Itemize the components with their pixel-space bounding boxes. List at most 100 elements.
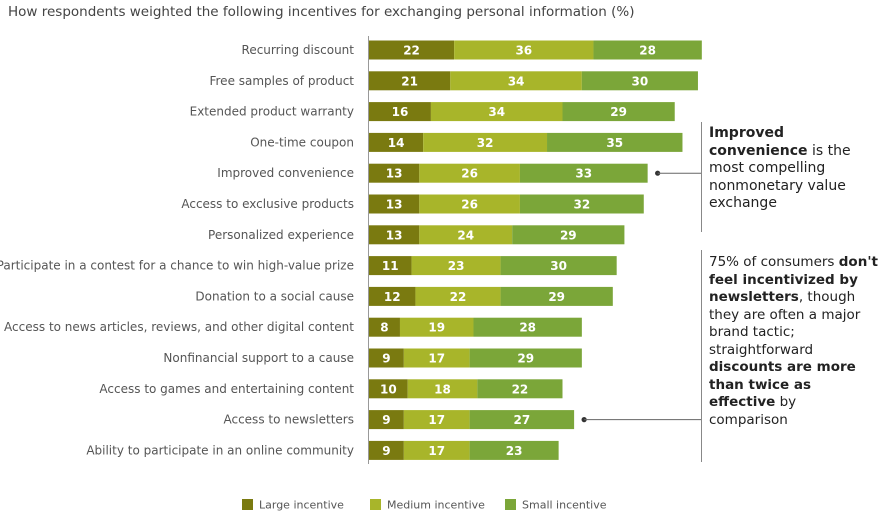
bar-segment [369,225,420,245]
data-label: 29 [548,290,565,304]
bar-segment [369,194,420,214]
data-label: 12 [384,290,401,304]
data-label: 21 [401,74,418,88]
data-label: 22 [512,382,529,396]
data-label: 29 [610,105,627,119]
data-label: 17 [428,413,445,427]
category-label: Access to games and entertaining content [99,382,354,396]
legend-swatch [370,499,381,510]
bar-segment [369,71,451,91]
legend-label: Medium incentive [387,499,485,512]
bar-segment [423,132,548,152]
data-label: 23 [448,259,465,273]
data-label: 29 [517,352,534,366]
data-label: 19 [428,321,445,335]
legend: Large incentive Medium incentive Small inc… [242,499,607,512]
data-label: 18 [434,382,451,396]
data-label: 33 [575,167,592,181]
bar-segment [415,286,501,306]
data-label: 14 [388,136,405,150]
data-label: 9 [382,352,390,366]
bar-segment [477,379,563,399]
data-label: 9 [382,413,390,427]
category-label: Improved convenience [217,166,354,180]
data-label: 24 [457,228,474,242]
category-label: Extended product warranty [190,105,354,119]
connectors-layer [581,170,701,423]
bar-segment [369,348,404,368]
bar-segment [369,102,431,122]
category-label: Free samples of product [209,74,354,88]
data-label: 16 [392,105,409,119]
data-label: 17 [428,444,445,458]
category-label: Access to newsletters [223,413,354,427]
data-label: 26 [461,167,478,181]
legend-swatch [242,499,253,510]
bar-segment [407,379,478,399]
chart-title: How respondents weighted the following i… [8,4,635,20]
data-label: 13 [386,228,403,242]
category-label: Recurring discount [242,43,355,57]
bar-segment [369,163,420,183]
category-label: Ability to participate in an online comm… [86,443,354,457]
data-label: 10 [380,382,397,396]
category-label: Participate in a contest for a chance to… [0,259,354,273]
bar-segment [562,102,675,122]
category-label: Donation to a social cause [195,289,354,303]
bar-segment [450,71,582,91]
bar-segment [403,410,470,430]
data-label: 29 [560,228,577,242]
bars-layer: Recurring discount 22 36 28 Free samples of … [0,40,702,460]
data-label: 8 [380,321,388,335]
data-label: 11 [382,259,399,273]
data-label: 13 [386,167,403,181]
data-label: 26 [461,198,478,212]
bar-segment [469,410,575,430]
category-label: Personalized experience [208,228,354,242]
data-label: 9 [382,444,390,458]
annotation-text-part: , though they are often a major brand ta… [709,289,861,358]
bar-segment [500,256,617,276]
annotation-text-part: is the most compelling nonmonetary value… [709,142,851,212]
category-label: Access to exclusive products [181,197,354,211]
annotation-newsletters: 75% of consumers don't feel incentivized… [709,254,879,429]
annotation-convenience: Improved convenience is the most compell… [709,125,879,213]
legend-swatch [505,499,516,510]
bar-segment [369,40,455,60]
bar-segment [581,71,698,91]
data-label: 22 [450,290,467,304]
category-label: One-time coupon [250,135,354,149]
category-label: Access to news articles, reviews, and ot… [4,320,354,334]
bar-segment [430,102,563,122]
annotation-text-part: 75% of consumers [709,254,839,270]
legend-label: Small incentive [522,499,607,512]
data-label: 30 [632,74,649,88]
bar-segment [500,286,613,306]
data-label: 35 [606,136,623,150]
bar-segment [369,286,416,306]
data-label: 32 [573,198,590,212]
category-label: Nonfinancial support to a cause [163,351,354,365]
bar-segment [419,163,520,183]
bar-segment [399,317,474,337]
data-label: 34 [488,105,505,119]
bar-segment [369,317,400,337]
annotation-text-part: discounts are more than twice as effecti… [709,359,856,410]
data-label: 36 [515,44,532,58]
bar-segment [369,132,424,152]
data-label: 30 [550,259,567,273]
bar-segment [519,163,648,183]
data-label: 28 [639,44,656,58]
bar-segment [469,348,582,368]
bar-segment [419,225,513,245]
bar-segment [403,348,470,368]
bar-segment [547,132,683,152]
bar-segment [473,317,582,337]
bar-segment [419,194,520,214]
data-label: 32 [477,136,494,150]
bar-segment [454,40,594,60]
data-label: 22 [403,44,420,58]
bar-segment [469,440,559,460]
bar-segment [369,256,412,276]
data-label: 23 [506,444,523,458]
